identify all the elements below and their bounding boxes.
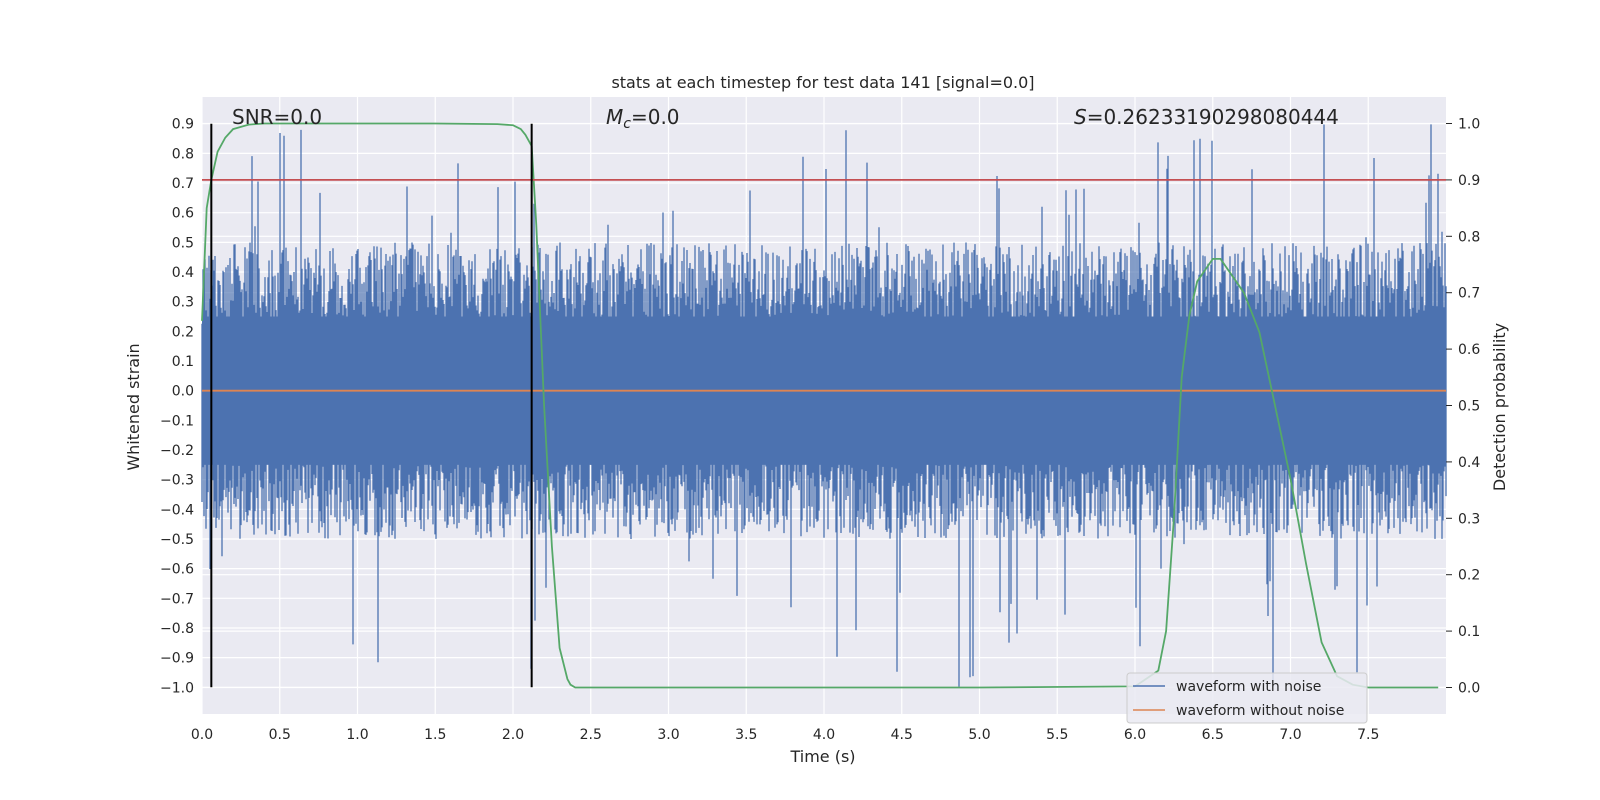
legend-label-noise: waveform with noise <box>1176 679 1321 695</box>
y-left-tick-label: 0.7 <box>172 176 194 192</box>
y-right-tick-label: 0.2 <box>1458 568 1480 584</box>
y-left-tick-label: 0.2 <box>172 324 194 340</box>
y-right-tick-label: 0.1 <box>1458 624 1480 640</box>
y-left-tick-label: −0.8 <box>160 621 194 637</box>
y-left-tick-label: −0.2 <box>160 443 194 459</box>
x-tick-label: 1.0 <box>346 727 368 743</box>
annotation-chirp-mass-subscript: c <box>623 116 631 132</box>
y-left-tick-label: 0.9 <box>172 117 194 133</box>
legend-box <box>1126 672 1368 724</box>
x-tick-label: 6.5 <box>1202 727 1224 743</box>
x-tick-label: 0.5 <box>269 727 291 743</box>
annotation-score-symbol: S <box>1074 105 1087 129</box>
annotation-score: S=0.26233190298080444 <box>1074 105 1339 129</box>
y-axis-right-label: Detection probability <box>1490 323 1509 491</box>
legend-label-clean: waveform without noise <box>1176 703 1344 719</box>
x-tick-label: 6.0 <box>1124 727 1146 743</box>
x-tick-label: 7.0 <box>1279 727 1301 743</box>
x-axis-ticks: 0.0 0.5 1.0 1.5 2.0 2.5 3.0 3.5 4.0 4.5 5.0 5.5 6.0 6… <box>191 727 1380 743</box>
x-tick-label: 4.0 <box>813 727 835 743</box>
y-left-tick-label: −0.4 <box>160 502 194 518</box>
y-right-tick-label: 0.4 <box>1458 455 1480 471</box>
y-left-tick-label: −0.5 <box>160 532 194 548</box>
x-tick-label: 2.0 <box>502 727 524 743</box>
x-tick-label: 7.5 <box>1357 727 1379 743</box>
x-tick-label: 4.5 <box>891 727 913 743</box>
y-left-tick-label: −1.0 <box>160 680 194 696</box>
y-left-tick-label: −0.9 <box>160 651 194 667</box>
y-left-tick-label: −0.6 <box>160 562 194 578</box>
x-tick-label: 5.0 <box>968 727 990 743</box>
annotation-score-value: =0.26233190298080444 <box>1087 105 1339 129</box>
annotation-chirp-mass-value: =0.0 <box>631 105 680 129</box>
y-axis-left-label: Whitened strain <box>124 343 143 470</box>
y-left-tick-label: −0.3 <box>160 473 194 489</box>
y-left-tick-label: 0.1 <box>172 354 194 370</box>
y-axis-left-ticks: 0.9 0.8 0.7 0.6 0.5 0.4 0.3 0.2 0.1 0.0 −0.1 −0.2 −0… <box>160 117 194 697</box>
y-right-tick-label: 1.0 <box>1458 117 1480 133</box>
y-right-tick-label: 0.9 <box>1458 173 1480 189</box>
y-right-tick-label: 0.7 <box>1458 286 1480 302</box>
series-lines <box>201 122 1446 689</box>
x-tick-label: 3.0 <box>657 727 679 743</box>
y-left-tick-label: −0.1 <box>160 413 194 429</box>
detection-probability-line <box>201 122 1439 689</box>
y-axis-right-ticks: 1.0 0.9 0.8 0.7 0.6 0.5 0.4 0.3 0.2 0.1 0.0 <box>1446 117 1480 696</box>
annotation-chirp-mass-symbol: M <box>606 105 623 129</box>
y-left-tick-label: 0.8 <box>172 146 194 162</box>
y-left-tick-label: −0.7 <box>160 591 194 607</box>
x-tick-label: 3.5 <box>735 727 757 743</box>
x-tick-label: 0.0 <box>191 727 213 743</box>
x-tick-label: 5.5 <box>1046 727 1068 743</box>
annotation-chirp-mass: Mc=0.0 <box>606 105 680 132</box>
x-tick-label: 1.5 <box>424 727 446 743</box>
y-right-tick-label: 0.0 <box>1458 680 1480 696</box>
y-left-tick-label: 0.5 <box>172 235 194 251</box>
x-tick-label: 2.5 <box>580 727 602 743</box>
y-left-tick-label: 0.3 <box>172 295 194 311</box>
y-right-tick-label: 0.8 <box>1458 229 1480 245</box>
y-right-tick-label: 0.3 <box>1458 511 1480 527</box>
chart-title: stats at each timestep for test data 141… <box>611 73 1034 92</box>
y-right-tick-label: 0.6 <box>1458 342 1480 358</box>
legend: waveform with noise waveform without noi… <box>1126 672 1368 724</box>
x-axis-label: Time (s) <box>789 747 855 766</box>
y-left-tick-label: 0.6 <box>172 206 194 222</box>
vertical-markers <box>210 123 533 688</box>
y-left-tick-label: 0.4 <box>172 265 194 281</box>
annotation-snr: SNR=0.0 <box>232 105 322 129</box>
y-left-tick-label: 0.0 <box>172 384 194 400</box>
y-right-tick-label: 0.5 <box>1458 399 1480 415</box>
